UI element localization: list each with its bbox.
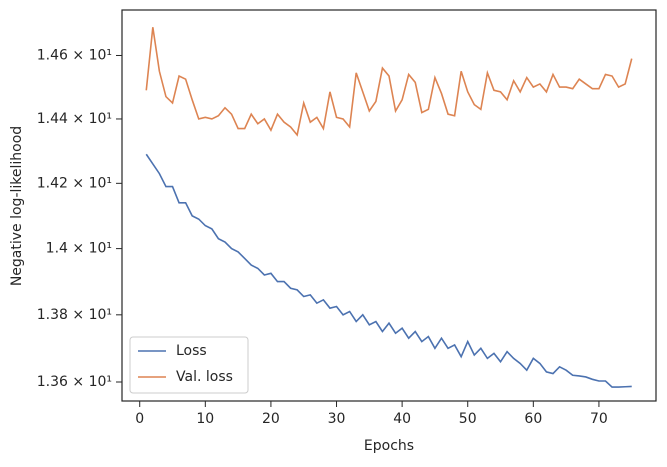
x-tick-label: 70 [590,411,608,427]
x-tick-label: 0 [135,411,144,427]
legend-label: Val. loss [176,369,233,385]
y-tick-label: 1.36 × 10¹ [37,374,112,390]
x-tick-label: 40 [393,411,411,427]
series-line [145,153,632,388]
y-tick-label: 1.46 × 10¹ [37,47,112,63]
x-tick-label: 20 [262,411,280,427]
x-tick-label: 30 [328,411,346,427]
y-tick-label: 1.42 × 10¹ [37,175,112,191]
legend-label: Loss [176,343,207,359]
x-tick-label: 10 [196,411,214,427]
y-axis-label: Negative log-likelihood [9,126,25,286]
series-line [145,27,633,137]
y-tick-label: 1.44 × 10¹ [37,111,112,127]
y-tick-label: 1.38 × 10¹ [37,307,112,323]
y-tick-label: 1.4 × 10¹ [46,241,112,257]
x-axis-label: Epochs [364,438,414,454]
x-tick-label: 50 [459,411,477,427]
x-tick-label: 60 [524,411,542,427]
plot-frame [121,9,657,402]
